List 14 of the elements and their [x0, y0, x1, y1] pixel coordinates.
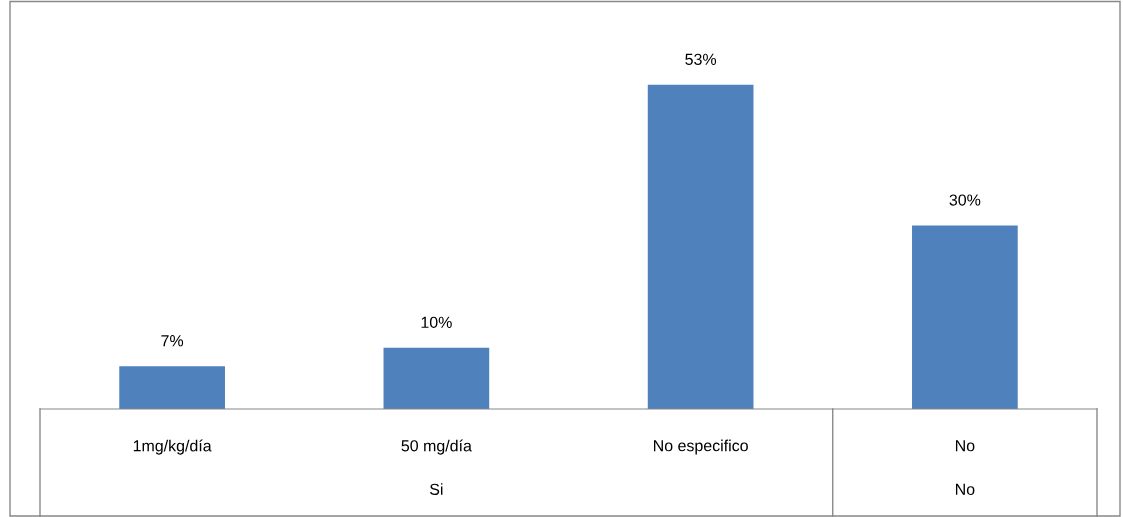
bar — [383, 347, 490, 409]
x-tick-label: No — [955, 440, 975, 452]
bar — [119, 366, 225, 409]
data-label: 10% — [421, 316, 452, 329]
data-label: 53% — [685, 53, 717, 66]
text: No — [955, 483, 975, 495]
x-tick-label: No especifico — [654, 439, 748, 455]
data-label: 7% — [161, 335, 184, 347]
bar — [647, 84, 754, 409]
bar — [912, 225, 1018, 409]
x-tick-label: 50 mg/día — [401, 439, 472, 455]
text: Si — [430, 483, 443, 495]
x-tick-label: 1mg/kg/día — [133, 439, 212, 455]
data-label: 30% — [949, 194, 981, 206]
